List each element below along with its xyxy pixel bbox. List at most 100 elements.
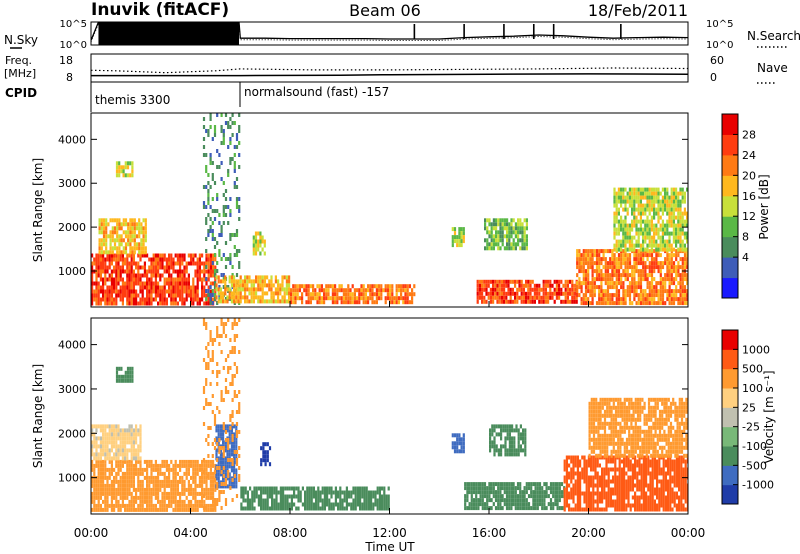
freq-label-line1: Freq. xyxy=(5,54,32,67)
power-region-4 xyxy=(215,275,291,304)
noise-panel-frame xyxy=(90,21,689,46)
velocity-region-8 xyxy=(464,482,566,511)
power-region-10 xyxy=(576,249,688,306)
velocity-colorbar-tick-1: 500 xyxy=(742,363,763,376)
velocity-region-9 xyxy=(489,424,527,457)
power-region-8 xyxy=(476,279,578,304)
noise-left-tick-bottom: 10^0 xyxy=(60,40,87,51)
freq-label-line2: [MHz] xyxy=(4,67,36,80)
noise-right-label: N.Search xyxy=(747,29,800,43)
velocity-colorbar-tick-3: 25 xyxy=(742,401,756,414)
noise-panel: N.Sky 10^5 10^0 10^5 10^0 N.Search xyxy=(4,19,800,51)
power-region-6 xyxy=(290,284,416,305)
power-region-11 xyxy=(613,187,688,252)
power-ytick-3000: 3000 xyxy=(58,177,86,190)
velocity-region-5 xyxy=(240,486,390,511)
noise-right-tick-bottom: 10^0 xyxy=(706,40,733,51)
power-region-7 xyxy=(451,227,465,248)
power-colorbar-swatch-6 xyxy=(722,154,738,176)
power-colorbar-swatch-8 xyxy=(722,114,738,135)
power-colorbar-tick-2: 20 xyxy=(742,169,756,182)
velocity-region-11 xyxy=(588,397,688,458)
beam-title: Beam 06 xyxy=(349,1,421,20)
power-colorbar-label: Power [dB] xyxy=(757,174,771,239)
power-colorbar-tick-3: 16 xyxy=(742,190,756,203)
noise-left-label: N.Sky xyxy=(4,33,38,47)
nsky-dense-block xyxy=(98,22,240,45)
freq-left-tick-top: 18 xyxy=(59,54,73,67)
power-colorbar: 28 24 20 16 12 8 4 xyxy=(721,113,756,299)
velocity-colorbar-swatch-3 xyxy=(722,426,738,447)
velocity-ytick-3000: 3000 xyxy=(58,383,86,396)
time-axis: 00:00 04:00 08:00 12:00 16:00 20:00 00:00 xyxy=(74,301,706,540)
nsky-line xyxy=(91,22,688,41)
power-region-0 xyxy=(91,253,217,306)
power-colorbar-swatch-0 xyxy=(722,277,738,299)
velocity-colorbar-tick-4: -25 xyxy=(742,421,760,434)
freq-right-tick-top: 60 xyxy=(710,54,724,67)
power-ytick-2000: 2000 xyxy=(58,221,86,234)
time-tick-4: 16:00 xyxy=(472,526,507,540)
frequency-panel: Freq. [MHz] 18 8 60 0 Nave xyxy=(4,53,788,84)
power-region-3 xyxy=(202,113,241,305)
velocity-ylabel: Slant Range [km] xyxy=(31,364,45,468)
nave-line xyxy=(90,67,689,74)
freq-line xyxy=(91,73,689,77)
time-tick-6: 00:00 xyxy=(671,526,706,540)
power-colorbar-tick-4: 12 xyxy=(742,210,756,223)
power-colorbar-tick-1: 24 xyxy=(742,149,756,162)
cpid-label: CPID xyxy=(5,86,37,100)
velocity-region-0 xyxy=(91,459,217,512)
time-tick-3: 12:00 xyxy=(372,526,407,540)
power-colorbar-tick-6: 4 xyxy=(742,251,749,264)
cpid-segment-1: normalsound (fast) -157 xyxy=(244,85,389,99)
power-colorbar-swatch-3 xyxy=(722,216,738,238)
nave-label: Nave xyxy=(757,61,788,75)
power-panel: 1000 2000 3000 4000 Slant Range [km] xyxy=(31,112,689,308)
station-title: Inuvik (fitACF) xyxy=(91,0,229,20)
velocity-region-2 xyxy=(115,366,134,383)
power-colorbar-swatch-2 xyxy=(722,236,738,258)
time-tick-2: 08:00 xyxy=(273,526,308,540)
cpid-segment-0: themis 3300 xyxy=(95,93,170,107)
time-axis-label: Time UT xyxy=(364,540,415,554)
velocity-colorbar-swatch-2 xyxy=(722,446,738,466)
power-colorbar-swatch-7 xyxy=(722,134,738,156)
power-colorbar-tick-5: 8 xyxy=(742,231,749,244)
power-ytick-4000: 4000 xyxy=(58,133,86,146)
velocity-colorbar-tick-7: -1000 xyxy=(742,479,774,492)
velocity-colorbar-swatch-1 xyxy=(722,465,738,486)
power-colorbar-swatch-5 xyxy=(722,175,738,197)
velocity-colorbar-tick-6: -500 xyxy=(742,459,767,472)
frequency-panel-frame xyxy=(90,53,689,83)
time-tick-1: 04:00 xyxy=(173,526,208,540)
power-colorbar-swatch-4 xyxy=(722,195,738,217)
noise-right-tick-top: 10^5 xyxy=(706,19,733,30)
velocity-ytick-4000: 4000 xyxy=(58,339,86,352)
velocity-ytick-1000: 1000 xyxy=(58,472,86,485)
velocity-colorbar-swatch-7 xyxy=(722,349,738,370)
velocity-colorbar-tick-5: -100 xyxy=(742,440,767,453)
velocity-region-6 xyxy=(260,442,272,467)
power-colorbar-tick-0: 28 xyxy=(742,128,756,141)
date-title: 18/Feb/2011 xyxy=(588,1,688,20)
velocity-colorbar-tick-0: 1000 xyxy=(742,343,770,356)
velocity-region-7 xyxy=(451,433,465,454)
freq-left-tick-bottom: 8 xyxy=(66,71,73,84)
velocity-panel: 1000 2000 3000 4000 Slant Range [km] xyxy=(31,317,689,515)
time-tick-5: 20:00 xyxy=(571,526,606,540)
time-tick-0: 00:00 xyxy=(74,526,109,540)
velocity-colorbar: 1000 500 100 25 -25 -100 -500 -1000 xyxy=(721,329,774,505)
nsearch-line xyxy=(91,23,688,43)
power-region-9 xyxy=(484,218,528,251)
velocity-colorbar-swatch-4 xyxy=(722,407,738,428)
power-region-2 xyxy=(115,161,134,178)
velocity-region-4 xyxy=(202,318,241,510)
velocity-colorbar-swatch-0 xyxy=(722,484,738,505)
velocity-colorbar-swatch-5 xyxy=(722,388,738,408)
noise-left-tick-top: 10^5 xyxy=(60,19,87,30)
power-ytick-1000: 1000 xyxy=(58,265,86,278)
freq-right-tick-bottom: 0 xyxy=(710,71,717,84)
velocity-colorbar-label: Velocity [m s⁻¹] xyxy=(762,370,776,463)
